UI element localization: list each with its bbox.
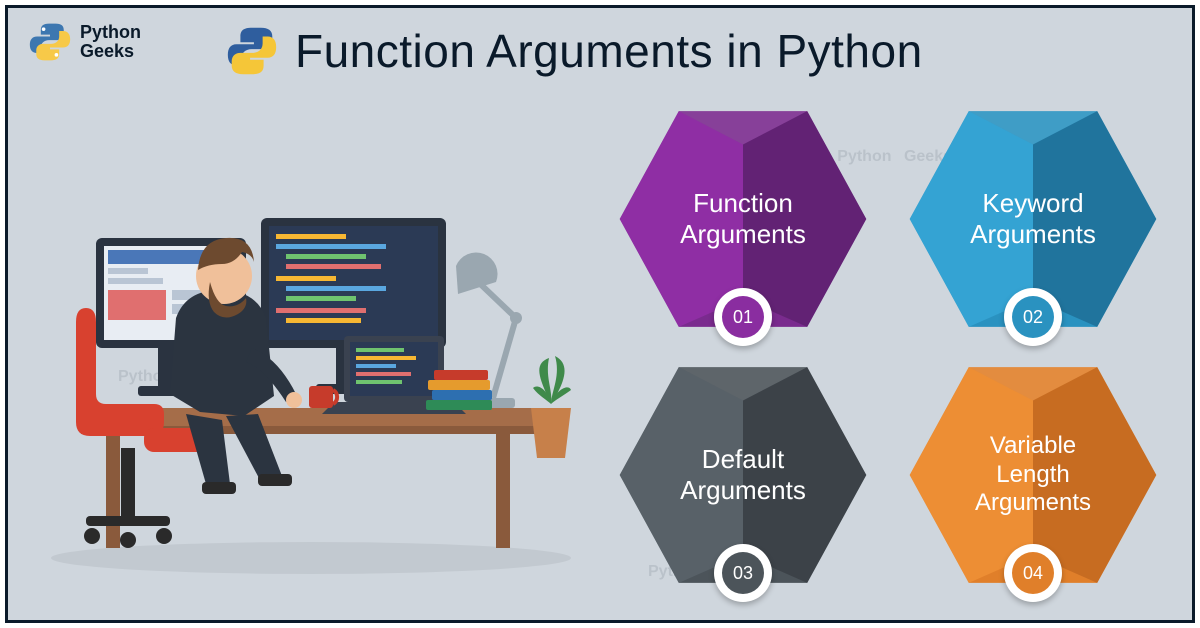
- hex-number-badge: 04: [1004, 544, 1062, 602]
- hex-variable-length-arguments: Variable Length Arguments 04: [904, 362, 1162, 588]
- hex-label-line: Default: [702, 444, 784, 475]
- python-logo-icon: [28, 20, 72, 64]
- hexagon-grid: Function Arguments 01 Keyword Arguments …: [614, 106, 1162, 606]
- brand-logo: Python Geeks: [28, 20, 141, 64]
- brand-line1: Python: [80, 23, 141, 42]
- hex-label-line: Keyword: [982, 188, 1083, 219]
- page-heading: Function Arguments in Python: [223, 22, 923, 80]
- hex-keyword-arguments: Keyword Arguments 02: [904, 106, 1162, 332]
- hex-label-line: Arguments: [975, 489, 1091, 518]
- brand-name: Python Geeks: [80, 23, 141, 61]
- hex-number-badge: 03: [714, 544, 772, 602]
- brand-line2: Geeks: [80, 42, 141, 61]
- heading-python-icon: [223, 22, 281, 80]
- hex-number-badge: 02: [1004, 288, 1062, 346]
- hex-label-line: Length: [996, 461, 1069, 490]
- infographic-frame: Python Geeks Function Arguments in Pytho…: [5, 5, 1195, 623]
- hex-label-line: Function: [693, 188, 793, 219]
- hex-label-line: Variable: [990, 432, 1076, 461]
- hex-default-arguments: Default Arguments 03: [614, 362, 872, 588]
- hex-number-badge: 01: [714, 288, 772, 346]
- hex-label-line: Arguments: [970, 219, 1096, 250]
- heading-title: Function Arguments in Python: [295, 24, 923, 78]
- hex-function-arguments: Function Arguments 01: [614, 106, 872, 332]
- hex-label-line: Arguments: [680, 475, 806, 506]
- programmer-illustration: [26, 148, 596, 578]
- hex-label-line: Arguments: [680, 219, 806, 250]
